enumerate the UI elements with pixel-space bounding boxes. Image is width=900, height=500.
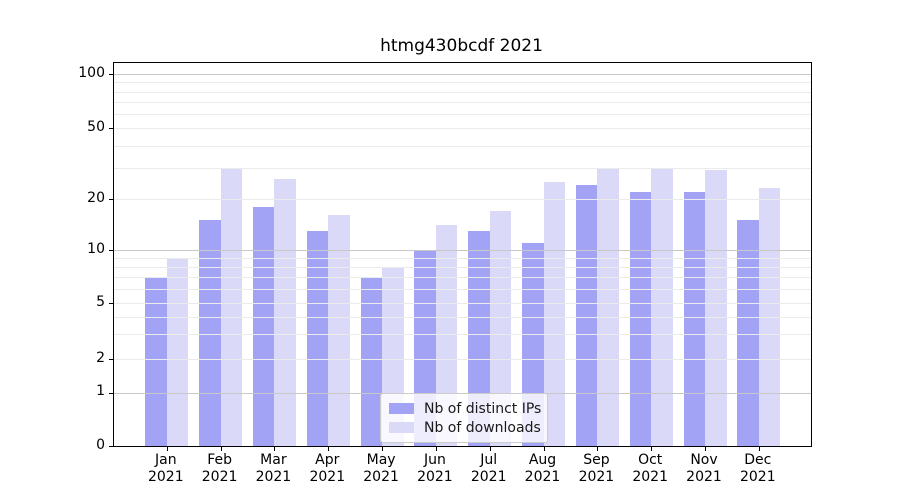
y-tick-2 <box>109 359 113 360</box>
gridline-y-40 <box>114 145 811 147</box>
gridline-y-1 <box>114 392 811 394</box>
bar-distinct-ips-sep <box>575 184 598 446</box>
gridline-y-20 <box>114 199 811 200</box>
plot-area <box>109 62 812 451</box>
bar-distinct-ips-feb <box>199 220 221 446</box>
x-tick-feb <box>220 447 222 451</box>
bar-distinct-ips-aug <box>522 242 544 446</box>
bar-downloads-oct <box>651 167 673 446</box>
gridline-y-2 <box>114 359 811 360</box>
y-tick-5 <box>109 303 113 304</box>
bar-distinct-ips-mar <box>252 206 275 446</box>
gridline-y-60 <box>114 114 811 115</box>
y-tick-label-1: 1 <box>96 383 105 400</box>
bar-distinct-ips-dec <box>737 220 759 446</box>
x-tick-may <box>382 447 384 451</box>
x-tick-label-mar: Mar 2021 <box>255 452 292 485</box>
x-tick-aug <box>543 447 545 451</box>
bar-downloads-mar <box>274 178 296 446</box>
y-tick-0 <box>109 446 113 447</box>
y-tick-label-100: 100 <box>78 64 105 81</box>
x-tick-mar <box>274 447 276 451</box>
bar-distinct-ips-nov <box>683 191 705 446</box>
y-tick-1 <box>109 392 113 394</box>
gridline-y-8 <box>114 266 811 268</box>
gridline-y-70 <box>114 101 811 103</box>
bar-downloads-may <box>382 266 404 446</box>
bar-downloads-jan <box>166 257 189 446</box>
x-tick-label-sep: Sep 2021 <box>578 452 615 485</box>
gridline-y-90 <box>114 82 811 84</box>
bar-distinct-ips-jan <box>145 277 167 446</box>
x-tick-label-oct: Oct 2021 <box>632 452 668 485</box>
bar-distinct-ips-apr <box>306 230 329 446</box>
x-tick-label-apr: Apr 2021 <box>309 452 346 485</box>
bar-downloads-aug <box>543 181 566 446</box>
gridline-y-30 <box>114 167 811 169</box>
x-tick-label-nov: Nov 2021 <box>686 452 722 485</box>
x-tick-label-aug: Aug 2021 <box>524 452 561 485</box>
x-tick-label-dec: Dec 2021 <box>739 452 776 485</box>
bar-downloads-sep <box>597 167 619 446</box>
x-tick-label-jan: Jan 2021 <box>147 452 184 485</box>
bar-distinct-ips-jul <box>468 230 490 446</box>
x-tick-oct <box>651 447 653 451</box>
gridline-y-4 <box>114 316 811 318</box>
gridline-y-50 <box>114 128 811 130</box>
y-tick-10 <box>109 249 113 251</box>
x-tick-nov <box>705 447 706 451</box>
bar-downloads-jul <box>489 210 512 446</box>
bar-downloads-jun <box>435 225 458 446</box>
gridline-y-3 <box>114 334 811 336</box>
y-tick-label-0: 0 <box>96 437 105 453</box>
gridline-y-7 <box>114 277 811 279</box>
x-tick-label-jun: Jun 2021 <box>417 452 453 485</box>
chart-title: htmg430bcdf 2021 <box>380 36 543 56</box>
x-tick-sep <box>597 447 599 451</box>
x-tick-jul <box>489 447 491 451</box>
y-tick-label-20: 20 <box>87 190 105 206</box>
x-tick-jun <box>435 447 437 451</box>
bar-distinct-ips-jun <box>414 249 436 446</box>
x-tick-label-jul: Jul 2021 <box>470 452 507 485</box>
bar-downloads-apr <box>328 215 350 446</box>
y-tick-label-2: 2 <box>96 349 105 366</box>
gridline-y-100 <box>114 74 811 75</box>
gridline-y-9 <box>114 257 811 259</box>
y-tick-label-5: 5 <box>96 293 105 310</box>
gridline-y-5 <box>114 303 811 304</box>
x-tick-dec <box>758 447 760 451</box>
y-tick-50 <box>109 128 113 130</box>
y-tick-label-10: 10 <box>87 240 105 257</box>
bar-downloads-nov <box>705 170 727 446</box>
gridline-y-6 <box>114 289 811 290</box>
gridline-y-10 <box>114 249 811 251</box>
gridline-y-80 <box>114 91 811 93</box>
bar-distinct-ips-may <box>360 277 383 446</box>
x-tick-jan <box>166 447 168 451</box>
bar-distinct-ips-oct <box>629 191 652 446</box>
x-tick-label-feb: Feb 2021 <box>201 452 238 485</box>
y-tick-20 <box>109 199 113 200</box>
x-tick-label-may: May 2021 <box>363 452 399 485</box>
x-tick-apr <box>328 447 330 451</box>
y-tick-label-50: 50 <box>87 119 105 136</box>
bar-downloads-feb <box>220 167 243 446</box>
y-tick-100 <box>109 74 113 75</box>
